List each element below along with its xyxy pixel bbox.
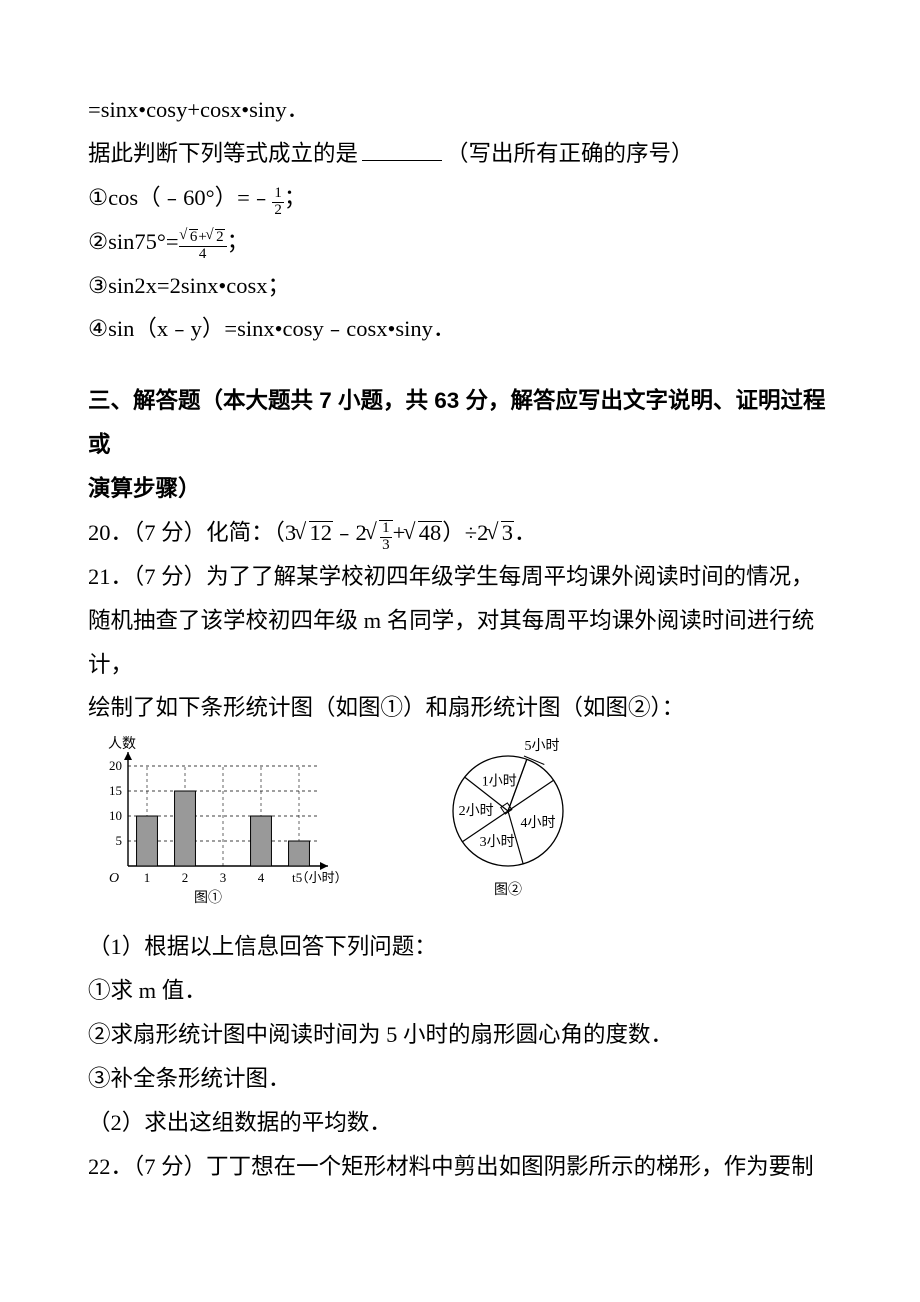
q21-part1-3: ③补全条形统计图． — [88, 1057, 832, 1101]
question-22: 22．（7 分）丁丁想在一个矩形材料中剪出如图阴影所示的梯形，作为要制 — [88, 1145, 832, 1189]
judge-text-a: 据此判断下列等式成立的是 — [88, 141, 358, 166]
svg-text:2: 2 — [182, 870, 189, 885]
svg-text:5: 5 — [116, 833, 123, 848]
svg-text:20: 20 — [109, 758, 122, 773]
option-4: ④sin（x﹣y）=sinx•cosy﹣cosx•siny． — [88, 307, 832, 351]
answer-blank[interactable] — [362, 137, 442, 161]
option-1: ①cos（﹣60°）=﹣12； — [88, 176, 832, 220]
svg-text:1: 1 — [144, 870, 151, 885]
q20-d: ）÷2 — [442, 520, 488, 545]
judge-line: 据此判断下列等式成立的是 （写出所有正确的序号） — [88, 132, 832, 176]
opt2-text-b: ； — [227, 229, 250, 254]
svg-text:图②: 图② — [494, 882, 522, 898]
svg-text:图①: 图① — [194, 890, 222, 906]
q20-a: 20．（7 分）化简：（3 — [88, 520, 296, 545]
section-3-heading-a: 三、解答题（本大题共 7 小题，共 63 分，解答应写出文字说明、证明过程或 — [88, 379, 832, 467]
question-21-line3: 绘制了如下条形统计图（如图①）和扇形统计图（如图②）： — [88, 686, 832, 730]
q21-part1-2: ②求扇形统计图中阅读时间为 5 小时的扇形圆心角的度数． — [88, 1013, 832, 1057]
svg-text:2小时: 2小时 — [459, 803, 494, 819]
svg-text:1小时: 1小时 — [482, 774, 517, 790]
q20-e: ． — [514, 520, 537, 545]
sqrt-3: 3 — [488, 511, 514, 555]
svg-text:15: 15 — [109, 783, 122, 798]
question-21-line1: 21．（7 分）为了了解某学校初四年级学生每周平均课外阅读时间的情况， — [88, 555, 832, 599]
question-21-line2: 随机抽查了该学校初四年级 m 名同学，对其每周平均课外阅读时间进行统计， — [88, 599, 832, 687]
sqrt-48: 48 — [405, 511, 442, 555]
fraction-root: 6+24 — [179, 229, 227, 263]
svg-text:4小时: 4小时 — [520, 815, 555, 831]
fraction-half: 12 — [272, 186, 284, 219]
svg-text:3: 3 — [220, 870, 227, 885]
svg-text:5小时: 5小时 — [525, 738, 560, 754]
svg-text:10: 10 — [109, 808, 122, 823]
intro-formula: =sinx•cosy+cosx•siny． — [88, 88, 832, 132]
q21-part2: （2）求出这组数据的平均数． — [88, 1101, 832, 1145]
bar-chart-container: 510152012345人数t（小时）O图① — [88, 736, 348, 921]
svg-text:人数: 人数 — [108, 736, 136, 752]
opt1-text-b: ； — [284, 185, 307, 210]
svg-text:O: O — [109, 871, 119, 886]
svg-text:t（小时）: t（小时） — [292, 870, 348, 885]
sqrt-frac13: 13 — [367, 511, 393, 555]
section-3-heading-b: 演算步骤） — [88, 467, 832, 511]
pie-chart-container: 5小时 4小时 3小时 2小时 1小时图② — [408, 736, 608, 921]
opt1-text-a: ①cos（﹣60°）=﹣ — [88, 185, 272, 210]
pie-chart: 5小时 4小时 3小时 2小时 1小时图② — [408, 736, 608, 906]
q21-part1-1: ①求 m 值． — [88, 969, 832, 1013]
sqrt-12: 12 — [296, 511, 333, 555]
bar-chart: 510152012345人数t（小时）O图① — [88, 736, 348, 906]
judge-text-b: （写出所有正确的序号） — [446, 141, 694, 166]
svg-text:3小时: 3小时 — [480, 834, 515, 850]
opt2-text-a: ②sin75°= — [88, 229, 179, 254]
question-20: 20．（7 分）化简：（312﹣213+48）÷23． — [88, 511, 832, 555]
q20-b: ﹣2 — [333, 520, 367, 545]
svg-text:4: 4 — [258, 870, 265, 885]
option-2: ②sin75°=6+24； — [88, 220, 832, 264]
figure-row: 510152012345人数t（小时）O图① 5小时4小时3小时2小时1小时图② — [88, 736, 832, 921]
q21-part1: （1）根据以上信息回答下列问题： — [88, 925, 832, 969]
option-3: ③sin2x=2sinx•cosx； — [88, 264, 832, 308]
